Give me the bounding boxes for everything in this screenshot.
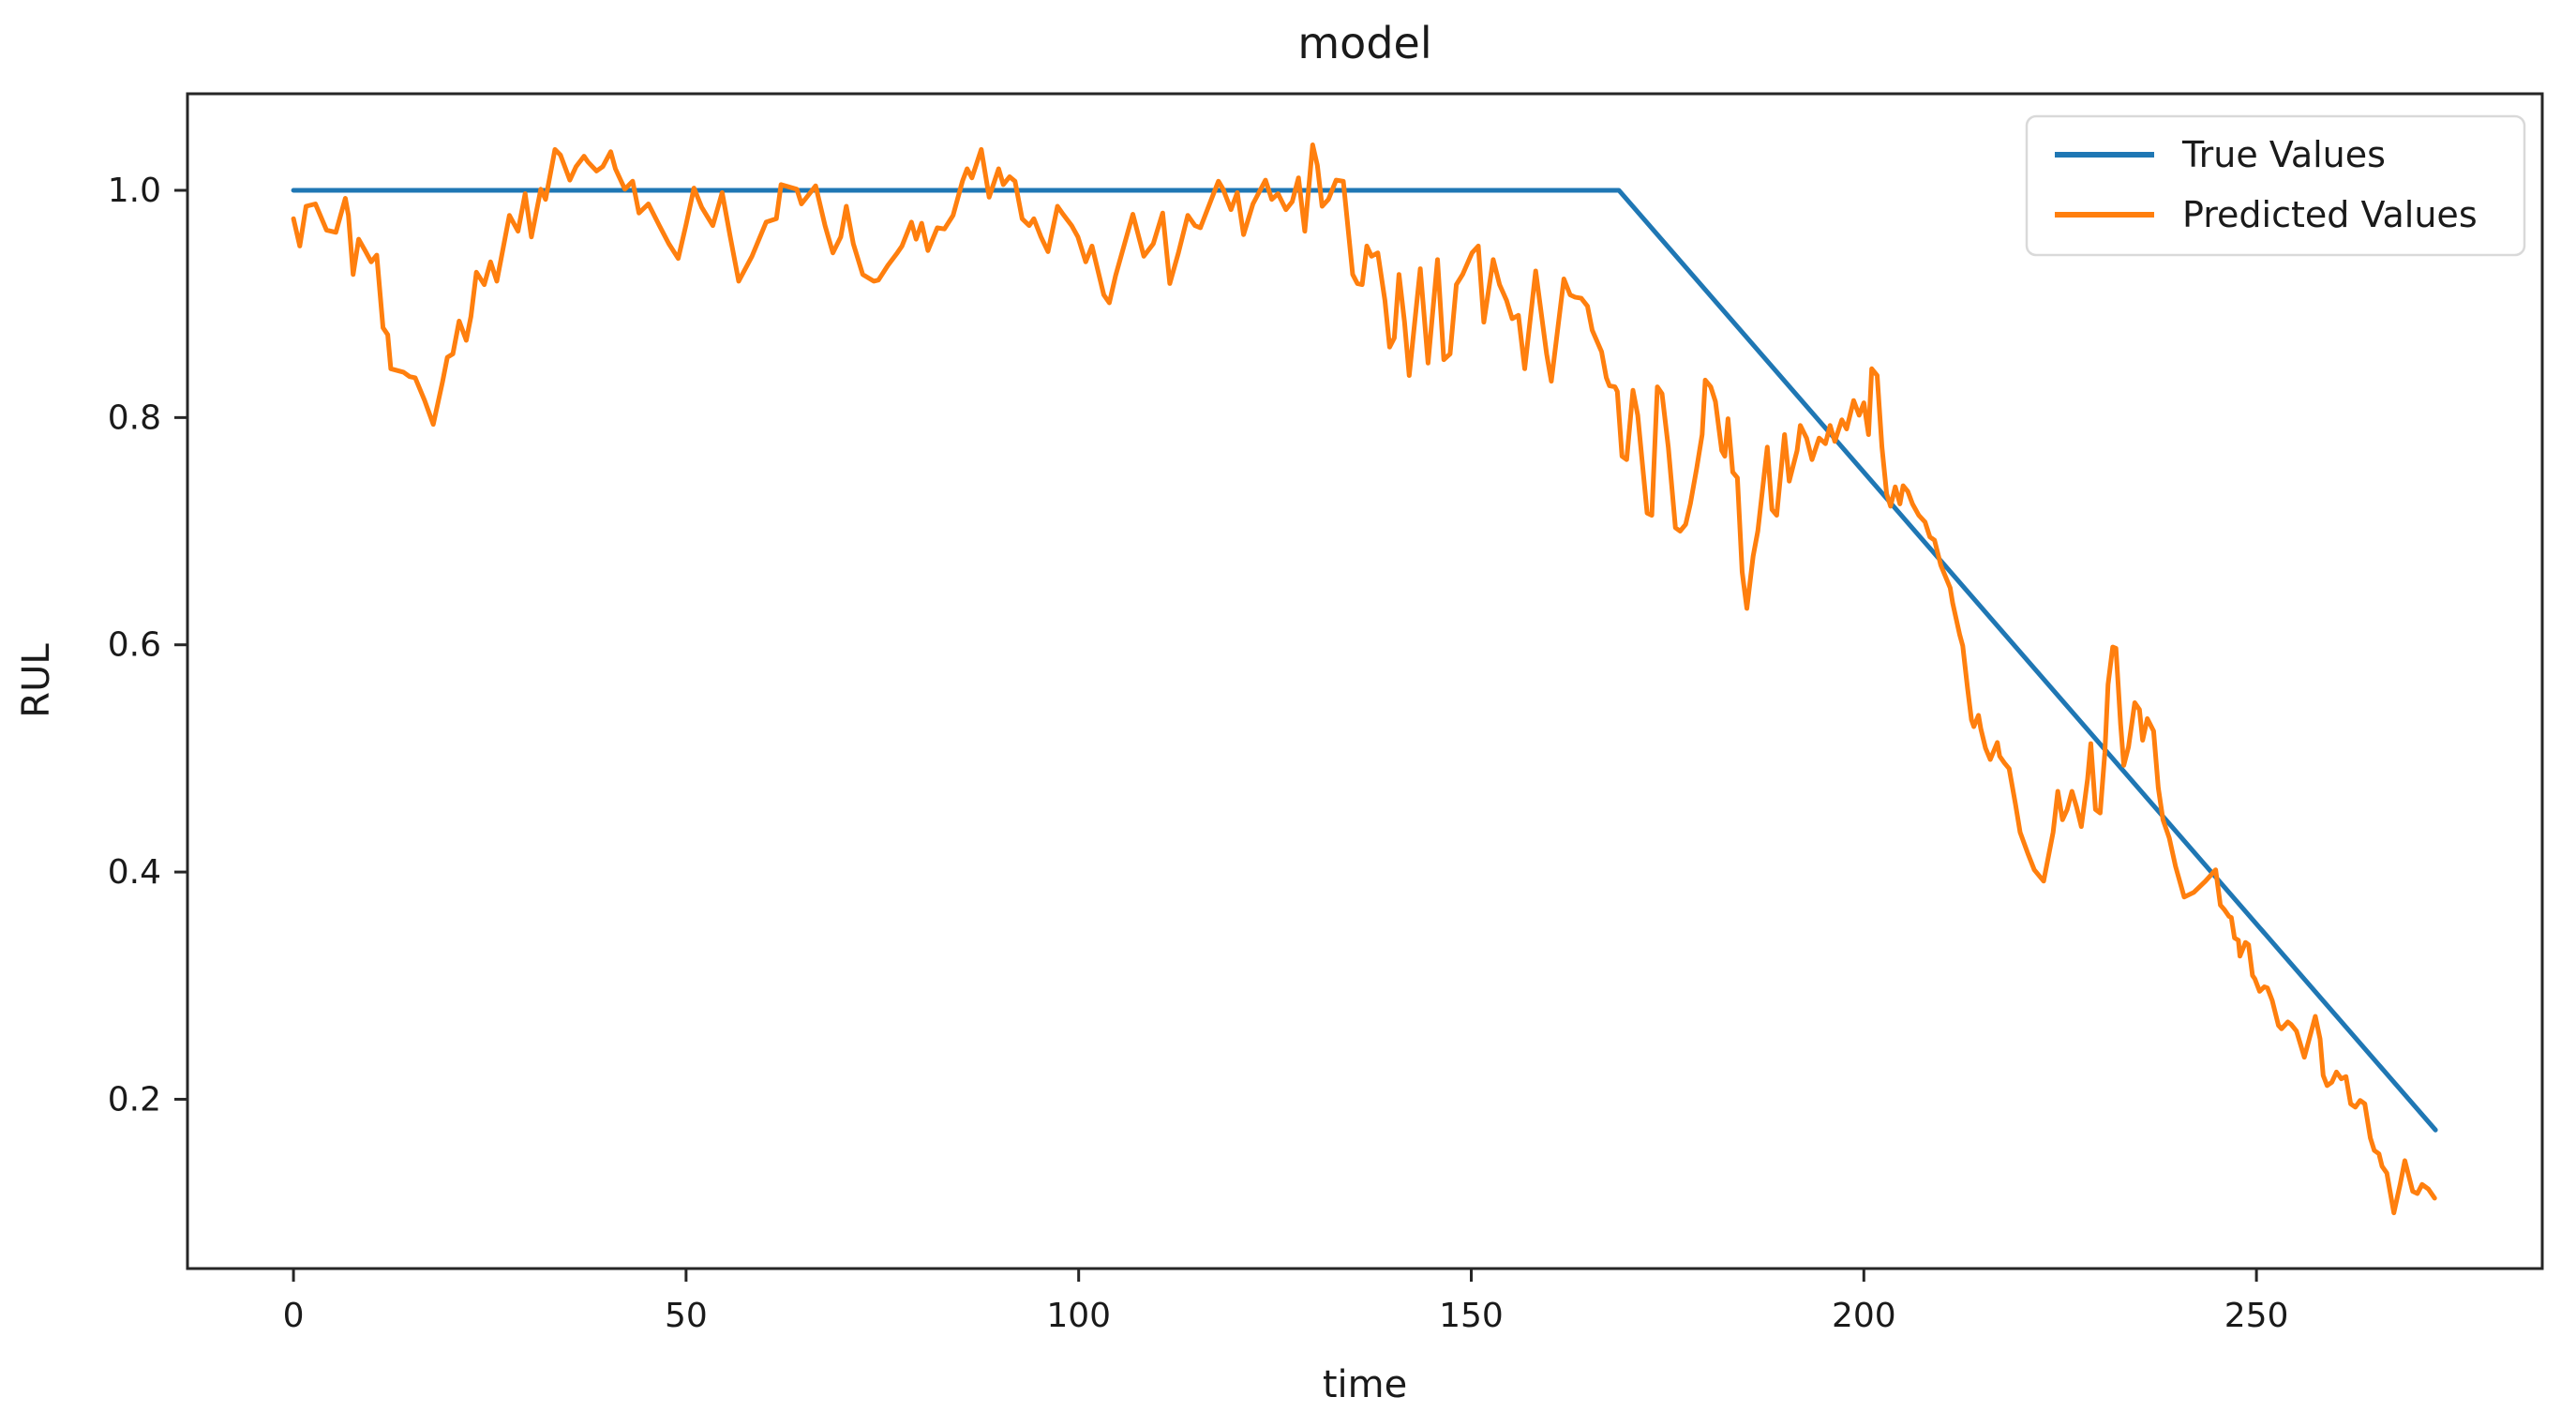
x-tick-label: 50 [665,1297,708,1335]
y-axis: 1.0 0.8 0.6 0.4 0.2 [108,172,187,1119]
legend-box [2025,114,2526,257]
x-tick-label: 100 [1046,1297,1111,1335]
plot-border [186,92,2544,1270]
y-tick-label: 0.8 [108,398,161,437]
y-tick-label: 0.4 [108,853,161,892]
chart-title: model [1297,18,1431,68]
y-tick-label: 0.6 [108,626,161,665]
x-tick-label: 150 [1439,1297,1504,1335]
legend-label-predicted: Predicted Values [2182,194,2478,235]
x-tick-label: 200 [1832,1297,1896,1335]
true-values-line [291,188,2438,1133]
predicted-values-line [291,143,2437,1216]
y-tick-label: 0.2 [108,1080,161,1119]
y-tick-label: 1.0 [108,172,161,210]
y-axis-label: RUL [15,643,58,718]
x-axis-label: time [1323,1363,1407,1406]
legend-label-true: True Values [2181,134,2386,175]
legend: True Values Predicted Values [2025,114,2526,257]
x-tick-label: 250 [2224,1297,2289,1335]
x-tick-label: 0 [283,1297,305,1335]
x-axis: 0 50 100 150 200 250 [283,1269,2289,1335]
series-group [291,143,2438,1216]
